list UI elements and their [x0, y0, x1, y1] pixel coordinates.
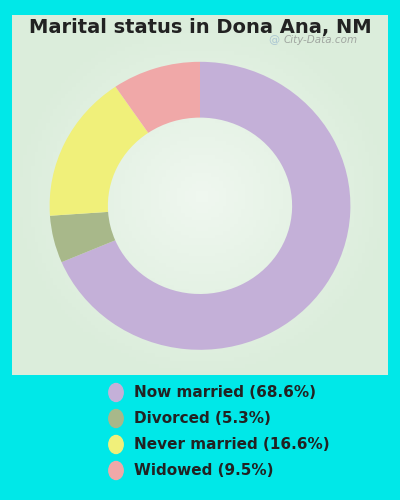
Text: Marital status in Dona Ana, NM: Marital status in Dona Ana, NM	[29, 18, 371, 36]
Text: City-Data.com: City-Data.com	[283, 35, 357, 45]
Wedge shape	[116, 62, 200, 133]
Wedge shape	[50, 212, 115, 262]
Text: Now married (68.6%): Now married (68.6%)	[134, 385, 316, 400]
Text: Widowed (9.5%): Widowed (9.5%)	[134, 463, 274, 478]
Text: @: @	[268, 35, 279, 45]
Text: Never married (16.6%): Never married (16.6%)	[134, 437, 330, 452]
Wedge shape	[62, 62, 350, 350]
Text: Divorced (5.3%): Divorced (5.3%)	[134, 411, 271, 426]
Wedge shape	[50, 86, 148, 216]
